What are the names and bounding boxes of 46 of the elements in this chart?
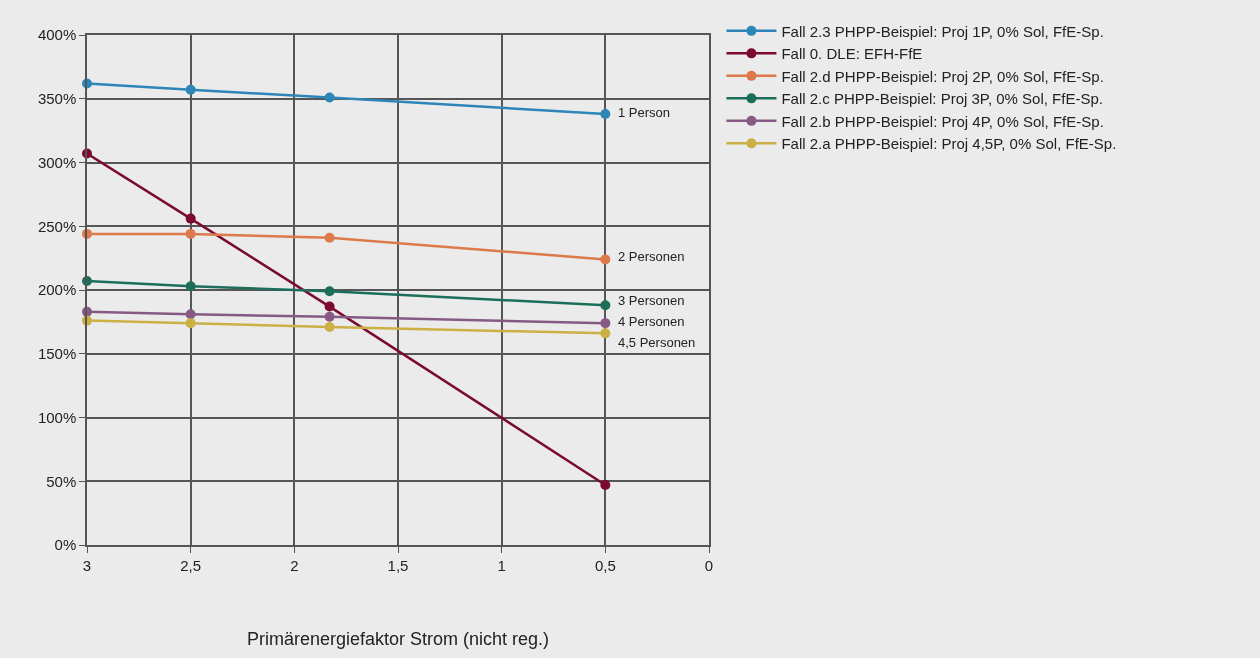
y-tick-label: 400% — [37, 26, 77, 44]
x-tick-label: 0 — [704, 556, 714, 574]
legend-label: Fall 2.b PHPP-Beispiel: Proj 4P, 0% Sol, FfE-Sp. — [781, 112, 1104, 130]
x-axis-title: Primärenergiefaktor Strom (nicht reg.) — [246, 629, 550, 650]
point — [185, 309, 196, 320]
point — [324, 286, 335, 297]
x-tick-label: 2 — [290, 556, 299, 574]
point — [324, 301, 335, 312]
x-tick-label: 0,5 — [594, 556, 616, 574]
annotation: 4 Personen — [618, 314, 685, 329]
point — [185, 318, 196, 329]
y-tick-label: 100% — [37, 408, 77, 426]
point — [185, 84, 196, 95]
x-tick-label: 1 — [497, 556, 506, 574]
x-tick-label: 3 — [82, 556, 92, 574]
annotation: 3 Personen — [618, 293, 685, 308]
point — [600, 480, 611, 491]
y-tick-label: 0% — [54, 536, 77, 554]
point — [324, 92, 335, 103]
y-tick-label: 300% — [37, 153, 77, 171]
y-tick-label: 150% — [37, 345, 77, 362]
x-tick-label: 2,5 — [180, 556, 202, 574]
point — [600, 318, 611, 329]
y-tick-label: 50% — [46, 472, 77, 490]
point — [185, 228, 196, 239]
legend-label: Fall 2.c PHPP-Beispiel: Proj 3P, 0% Sol, FfE-Sp. — [781, 90, 1103, 108]
point — [324, 321, 335, 332]
y-tick-label: 350% — [37, 90, 77, 107]
point — [600, 300, 611, 311]
point — [324, 232, 335, 243]
annotation: 1 Person — [618, 105, 671, 120]
legend-label: Fall 2.3 PHPP-Beispiel: Proj 1P, 0% Sol, FfE-Sp. — [781, 22, 1104, 40]
point — [324, 311, 335, 322]
annotation: 4,5 Personen — [618, 335, 696, 350]
x-tick-label: 1,5 — [387, 556, 409, 574]
legend-label: Fall 2.d PHPP-Beispiel: Proj 2P, 0% Sol, FfE-Sp. — [781, 67, 1104, 85]
point — [600, 254, 611, 265]
point — [600, 109, 611, 120]
legend-label: Fall 0. DLE: EFH-FfE — [781, 45, 923, 63]
y-tick-label: 250% — [37, 217, 77, 235]
annotation: 2 Personen — [618, 249, 685, 264]
legend-label: Fall 2.a PHPP-Beispiel: Proj 4,5P, 0% Sol, FfE-Sp. — [781, 135, 1117, 153]
y-tick-label: 200% — [37, 281, 77, 299]
point — [185, 213, 196, 224]
point — [185, 281, 196, 292]
point — [600, 328, 611, 339]
